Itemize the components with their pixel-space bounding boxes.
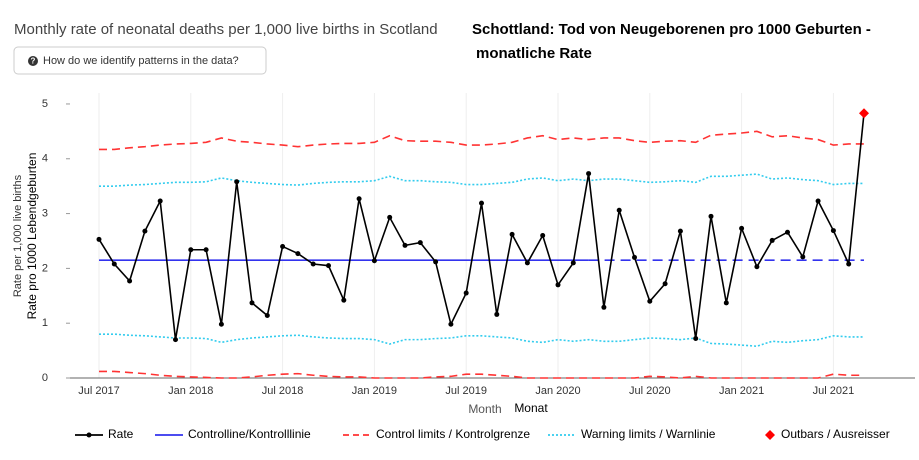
legend-label: Warning limits / Warnlinie xyxy=(581,427,716,441)
legend-swatch xyxy=(765,430,775,440)
rate-point xyxy=(127,278,133,284)
help-button[interactable] xyxy=(13,46,267,75)
rate-point xyxy=(555,282,561,288)
rate-point xyxy=(739,225,745,231)
rate-point xyxy=(371,258,377,264)
rate-point xyxy=(540,233,546,238)
legend-label: Controlline/Kontrolllinie xyxy=(188,427,311,441)
rate-point xyxy=(463,290,469,296)
y-tick-label: 0 xyxy=(42,372,48,384)
title-de: Schottland: Tod von Neugeborenen pro 100… xyxy=(472,21,871,38)
legend-label: Outbars / Ausreisser xyxy=(781,427,890,441)
x-tick-label: Jan 2020 xyxy=(535,385,580,397)
rate-point xyxy=(280,243,286,249)
rate-point xyxy=(509,231,515,237)
rate-point xyxy=(218,321,224,327)
rate-point xyxy=(754,264,760,270)
x-tick-label: Jul 2019 xyxy=(445,385,487,397)
rate-point xyxy=(203,247,209,253)
rate-point xyxy=(693,336,699,342)
y-tick-label: 1 xyxy=(42,317,48,329)
rate-point xyxy=(830,228,836,234)
y-axis-label: Rate pro 1000 Lebendgeburten xyxy=(25,153,39,320)
rate-point xyxy=(326,263,331,269)
rate-point xyxy=(708,213,714,219)
rate-point xyxy=(96,236,102,242)
limit-line xyxy=(99,173,864,187)
rate-point xyxy=(448,321,454,327)
rate-point xyxy=(295,251,301,257)
rate-point xyxy=(570,260,576,266)
rate-point xyxy=(769,237,775,243)
rate-point xyxy=(433,259,439,265)
legend-swatch xyxy=(86,432,92,438)
y-tick-label: 5 xyxy=(42,98,48,110)
rate-point xyxy=(249,300,255,306)
rate-point xyxy=(341,297,347,303)
legend-label: Rate xyxy=(108,427,134,441)
title-de: monatliche Rate xyxy=(476,45,592,62)
rate-point xyxy=(815,198,821,204)
rate-point xyxy=(846,261,852,267)
rate-point xyxy=(800,254,806,260)
rate-point xyxy=(387,214,393,220)
rate-point xyxy=(677,228,683,234)
rate-point xyxy=(356,196,362,202)
x-tick-label: Jul 2017 xyxy=(78,385,120,397)
help-icon-glyph: ? xyxy=(31,57,36,66)
y-axis-label: Rate per 1,000 live births xyxy=(12,174,24,297)
outbar-marker xyxy=(859,108,869,119)
rate-point xyxy=(157,198,163,204)
x-tick-label: Jan 2019 xyxy=(352,385,397,397)
y-tick-label: 2 xyxy=(42,262,48,274)
rate-point xyxy=(402,242,408,248)
rate-point xyxy=(142,228,148,234)
rate-point xyxy=(234,179,240,185)
rate-point xyxy=(723,300,729,306)
rate-point xyxy=(111,261,117,267)
x-tick-label: Jan 2018 xyxy=(168,385,213,397)
rate-point xyxy=(494,311,500,317)
y-tick-label: 3 xyxy=(42,207,48,219)
rate-point xyxy=(632,254,637,260)
rate-point xyxy=(616,207,622,213)
rate-point xyxy=(647,298,653,304)
rate-point xyxy=(601,304,607,310)
limit-line xyxy=(99,370,864,379)
x-tick-label: Jul 2018 xyxy=(262,385,304,397)
x-tick-label: Jan 2021 xyxy=(719,385,764,397)
rate-point xyxy=(188,247,194,253)
rate-point xyxy=(264,313,270,319)
rate-point xyxy=(785,229,790,235)
help-button-label[interactable]: How do we identify patterns in the data? xyxy=(43,55,239,67)
rate-point xyxy=(310,261,316,267)
y-tick-label: 4 xyxy=(42,153,48,165)
rate-point xyxy=(586,171,592,177)
limit-line xyxy=(99,333,864,348)
x-axis-label: Monat xyxy=(514,401,548,415)
x-tick-label: Jul 2020 xyxy=(629,385,671,397)
rate-point xyxy=(417,240,423,246)
rate-line xyxy=(98,113,865,340)
x-axis-label: Month xyxy=(468,402,501,416)
rate-point xyxy=(662,281,668,287)
legend-label: Control limits / Kontrolgrenze xyxy=(376,427,530,441)
page-title: Monthly rate of neonatal deaths per 1,00… xyxy=(14,21,438,38)
x-tick-label: Jul 2021 xyxy=(813,385,855,397)
limit-line xyxy=(99,130,864,151)
rate-point xyxy=(479,200,484,206)
rate-point xyxy=(173,337,178,343)
help-icon xyxy=(28,56,38,66)
rate-point xyxy=(524,260,530,266)
